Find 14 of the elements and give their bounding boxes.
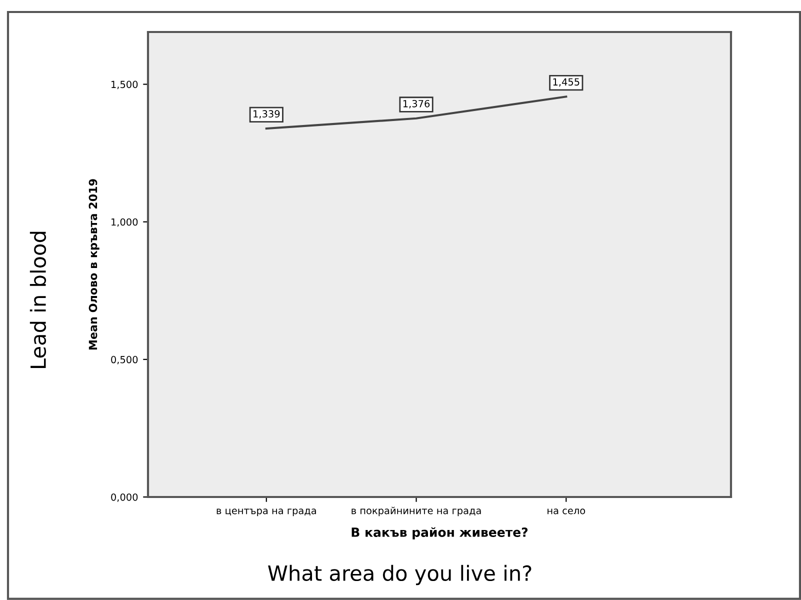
y-tick-label: 0,500 [111,356,138,364]
data-label: 1,376 [403,100,430,108]
y-tick-label: 1,500 [112,80,138,90]
text: Lead in blood [30,232,46,368]
text: What area do you live in? [268,564,532,586]
x-tick-label: в покрайнините на града [352,506,481,516]
data-label: 1,339 [254,110,280,118]
y-tick-label: 1,000 [112,218,138,227]
y-tick-label: 0,000 [111,493,138,502]
data-label: 1,455 [553,78,580,87]
x-axis-title: В какъв район живеете? [352,527,528,540]
y-axis-title: Mean Олово в кръвта 2019 [88,179,100,350]
x-tick-label: на село [548,508,586,514]
x-tick-label: в центъра на града [216,508,316,516]
